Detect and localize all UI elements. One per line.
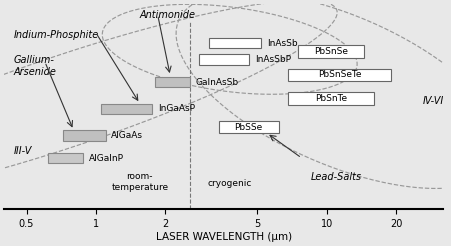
Text: III-V: III-V [14,146,32,156]
Text: IV-VI: IV-VI [421,96,442,107]
Text: room-
temperature: room- temperature [111,172,168,192]
Text: Gallium-
Arsenide: Gallium- Arsenide [14,55,56,77]
Bar [297,45,363,58]
Bar [218,121,278,133]
Bar [287,92,373,105]
Text: Lead-Salts: Lead-Salts [310,172,361,182]
Text: PbSnTe: PbSnTe [314,94,346,103]
Bar [199,54,249,65]
Text: PbSSe: PbSSe [234,123,262,132]
Text: cryogenic: cryogenic [207,179,251,187]
Text: AlGaInP: AlGaInP [89,154,124,163]
Text: PbSnSeTe: PbSnSeTe [317,70,360,79]
X-axis label: LASER WAVELENGTH (μm): LASER WAVELENGTH (μm) [155,232,291,242]
Bar [209,38,261,48]
Bar [63,130,105,141]
Text: InGaAsP: InGaAsP [157,104,194,113]
Bar [287,69,390,81]
Text: Indium-Phosphite: Indium-Phosphite [14,30,99,40]
Text: GaInAsSb: GaInAsSb [195,78,238,87]
Text: InAsSb: InAsSb [267,39,297,48]
Text: Antimonide: Antimonide [139,10,195,20]
Bar [48,153,83,163]
Text: AlGaAs: AlGaAs [111,131,143,140]
Bar [101,104,152,114]
Text: PbSnSe: PbSnSe [313,47,347,56]
Bar [155,77,189,87]
Text: InAsSbP: InAsSbP [254,55,290,64]
